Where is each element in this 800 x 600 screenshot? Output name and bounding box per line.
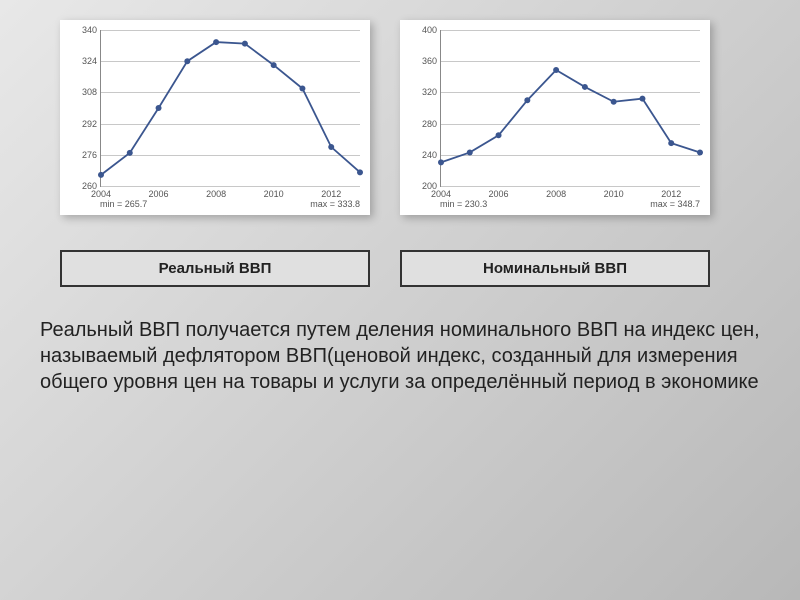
data-marker	[496, 132, 502, 138]
ytick-label: 320	[422, 87, 441, 97]
charts-row: 26027629230832434020042006200820102012 m…	[0, 0, 800, 225]
xtick-label: 2010	[264, 186, 284, 199]
data-marker	[299, 86, 305, 92]
data-marker	[639, 96, 645, 102]
data-marker	[156, 105, 162, 111]
ytick-label: 324	[82, 56, 101, 66]
xtick-label: 2010	[604, 186, 624, 199]
ytick-label: 308	[82, 87, 101, 97]
data-marker	[697, 149, 703, 155]
data-marker	[438, 159, 444, 165]
max-label: max = 333.8	[310, 199, 360, 209]
data-marker	[127, 150, 133, 156]
label-nominal-gdp: Номинальный ВВП	[400, 250, 710, 287]
body-text: Реальный ВВП получается путем деления но…	[0, 302, 800, 395]
data-marker	[184, 58, 190, 64]
data-marker	[328, 144, 334, 150]
data-marker	[582, 84, 588, 90]
xtick-label: 2004	[431, 186, 451, 199]
xtick-label: 2012	[321, 186, 341, 199]
min-label: min = 265.7	[100, 199, 147, 209]
labels-row: Реальный ВВП Номинальный ВВП	[0, 225, 800, 302]
line-svg	[441, 30, 700, 186]
ytick-label: 360	[422, 56, 441, 66]
data-line	[441, 70, 700, 162]
data-marker	[242, 41, 248, 47]
ytick-label: 276	[82, 150, 101, 160]
xtick-label: 2008	[206, 186, 226, 199]
data-marker	[611, 99, 617, 105]
xtick-label: 2012	[661, 186, 681, 199]
chart-area: 20024028032036040020042006200820102012	[440, 30, 700, 187]
data-marker	[668, 140, 674, 146]
data-marker	[98, 172, 104, 178]
max-label: max = 348.7	[650, 199, 700, 209]
ytick-label: 280	[422, 119, 441, 129]
chart-nominal-gdp: 20024028032036040020042006200820102012 m…	[400, 20, 710, 215]
ytick-label: 240	[422, 150, 441, 160]
chart-area: 26027629230832434020042006200820102012	[100, 30, 360, 187]
data-marker	[357, 169, 363, 175]
data-line	[101, 42, 360, 175]
chart-footer: min = 265.7 max = 333.8	[100, 199, 360, 209]
data-marker	[524, 97, 530, 103]
data-marker	[467, 149, 473, 155]
ytick-label: 292	[82, 119, 101, 129]
data-marker	[213, 39, 219, 45]
ytick-label: 340	[82, 25, 101, 35]
xtick-label: 2006	[489, 186, 509, 199]
chart-real-gdp: 26027629230832434020042006200820102012 m…	[60, 20, 370, 215]
xtick-label: 2008	[546, 186, 566, 199]
ytick-label: 400	[422, 25, 441, 35]
line-svg	[101, 30, 360, 186]
label-real-gdp: Реальный ВВП	[60, 250, 370, 287]
chart-footer: min = 230.3 max = 348.7	[440, 199, 700, 209]
xtick-label: 2004	[91, 186, 111, 199]
data-marker	[271, 62, 277, 68]
data-marker	[553, 67, 559, 73]
xtick-label: 2006	[149, 186, 169, 199]
min-label: min = 230.3	[440, 199, 487, 209]
